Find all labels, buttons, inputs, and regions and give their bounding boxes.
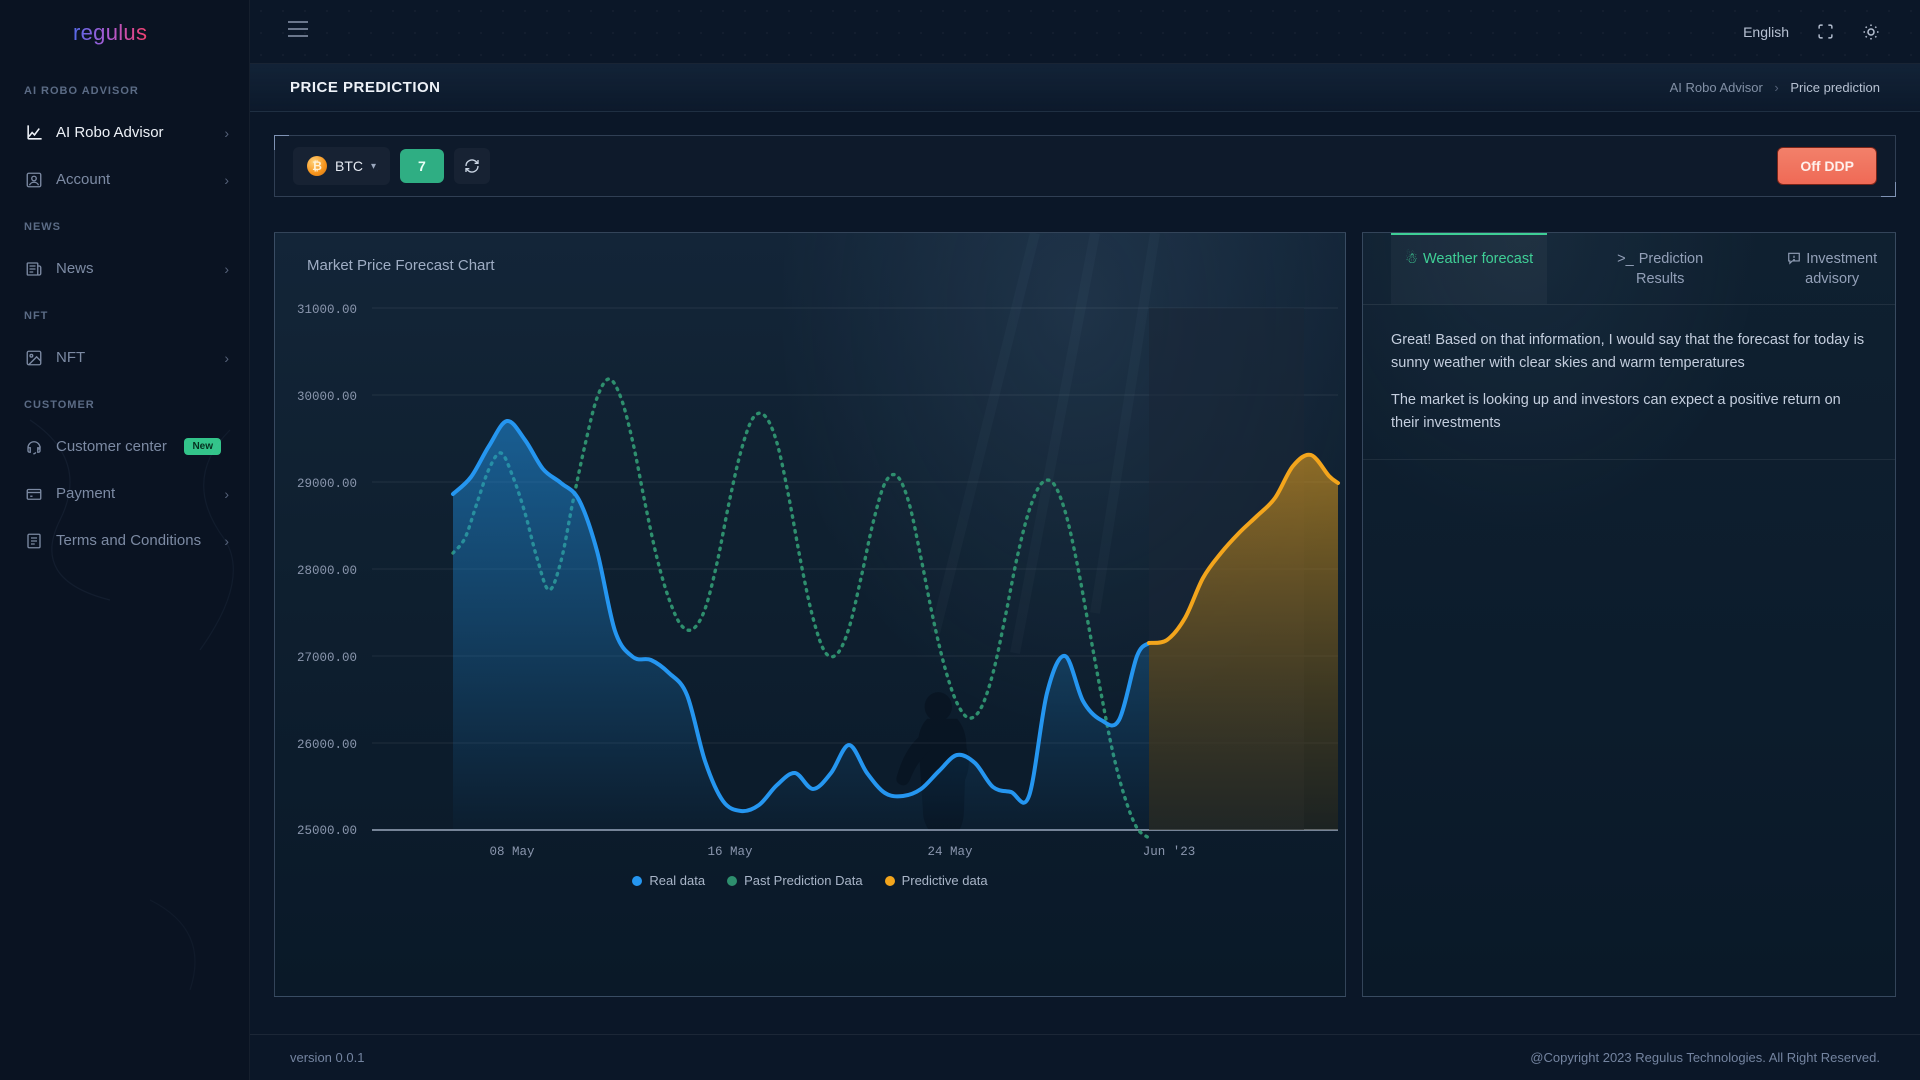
svg-text:16 May: 16 May xyxy=(707,845,753,859)
svg-text:regulus: regulus xyxy=(73,20,147,45)
svg-text:25000.00: 25000.00 xyxy=(297,824,357,838)
svg-text:31000.00: 31000.00 xyxy=(297,303,357,317)
svg-text:28000.00: 28000.00 xyxy=(297,564,357,578)
svg-text:30000.00: 30000.00 xyxy=(297,390,357,404)
svg-text:Jun '23: Jun '23 xyxy=(1143,845,1196,859)
svg-text:27000.00: 27000.00 xyxy=(297,651,357,665)
svg-text:08 May: 08 May xyxy=(489,845,535,859)
svg-text:26000.00: 26000.00 xyxy=(297,738,357,752)
svg-text:24 May: 24 May xyxy=(927,845,973,859)
svg-text:29000.00: 29000.00 xyxy=(297,477,357,491)
